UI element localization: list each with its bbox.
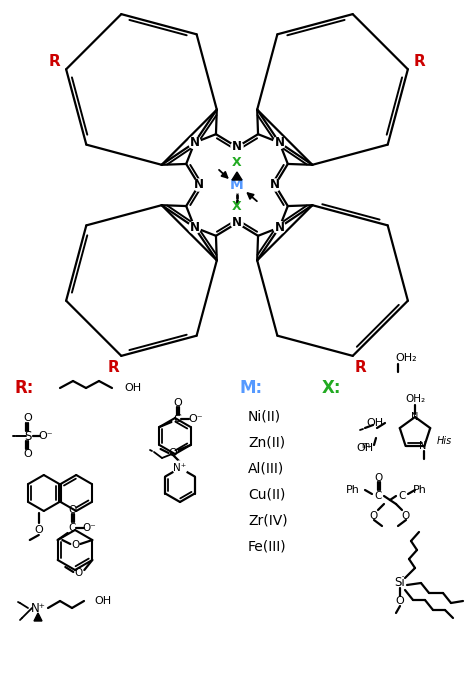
Text: O: O (74, 568, 82, 578)
Text: N⁺: N⁺ (30, 602, 46, 615)
Text: Fe(III): Fe(III) (248, 539, 287, 553)
Text: O: O (173, 398, 182, 408)
Text: M: M (230, 178, 244, 192)
Text: C: C (68, 523, 75, 533)
Text: Zn(II): Zn(II) (248, 435, 285, 449)
Text: C: C (173, 414, 181, 424)
Text: O: O (71, 540, 80, 550)
Text: O: O (396, 596, 404, 606)
Text: N: N (194, 178, 204, 191)
Text: OH: OH (124, 383, 141, 393)
Text: Ni(II): Ni(II) (248, 409, 281, 423)
Text: OH: OH (366, 418, 383, 428)
Text: N: N (190, 136, 200, 149)
Text: C: C (398, 491, 406, 501)
Text: m: m (361, 442, 369, 451)
Text: Si: Si (395, 576, 405, 589)
Text: OH: OH (94, 596, 111, 606)
Text: R: R (108, 360, 119, 375)
Text: OH₂: OH₂ (395, 353, 417, 363)
Text: N: N (419, 441, 426, 451)
Text: N: N (232, 141, 242, 154)
Text: S: S (24, 429, 32, 442)
Text: O: O (24, 413, 32, 423)
Text: M:: M: (240, 379, 263, 397)
Text: O⁻: O⁻ (39, 431, 53, 441)
Circle shape (229, 177, 245, 193)
Circle shape (273, 222, 285, 233)
Polygon shape (34, 613, 42, 621)
Text: R: R (355, 360, 366, 375)
Circle shape (46, 54, 63, 69)
Text: X:: X: (322, 379, 341, 397)
Text: C: C (374, 491, 382, 501)
Text: Ph: Ph (346, 485, 360, 495)
Circle shape (189, 137, 201, 149)
Text: R: R (49, 54, 60, 69)
Text: O: O (402, 511, 410, 521)
Text: His: His (437, 436, 452, 446)
Text: Cu(II): Cu(II) (248, 487, 285, 501)
Text: O: O (24, 449, 32, 459)
Text: N: N (270, 178, 280, 191)
Text: O: O (375, 473, 383, 483)
Text: N: N (411, 412, 419, 422)
Circle shape (173, 461, 187, 475)
Text: O⁻: O⁻ (83, 523, 97, 533)
Circle shape (353, 359, 369, 375)
Text: X: X (232, 156, 242, 169)
Text: X: X (232, 200, 242, 213)
Text: O⁻: O⁻ (188, 414, 203, 424)
Circle shape (189, 222, 201, 233)
Text: N: N (190, 221, 200, 234)
Circle shape (193, 179, 205, 191)
Circle shape (269, 179, 281, 191)
Text: R: R (414, 54, 425, 69)
Text: O: O (370, 511, 378, 521)
Circle shape (105, 359, 121, 375)
Text: N: N (232, 217, 242, 230)
Text: Al(III): Al(III) (248, 461, 284, 475)
Circle shape (231, 141, 243, 153)
Polygon shape (232, 172, 242, 180)
Text: Zr(IV): Zr(IV) (248, 513, 288, 527)
Text: OH₂: OH₂ (405, 394, 425, 404)
Text: Ph: Ph (413, 485, 427, 495)
Circle shape (231, 217, 243, 229)
Text: N⁺: N⁺ (173, 463, 187, 473)
Circle shape (273, 137, 285, 149)
Text: OH: OH (356, 443, 374, 453)
Text: R:: R: (15, 379, 35, 397)
Text: O: O (168, 448, 177, 458)
Circle shape (411, 54, 428, 69)
Text: N: N (274, 136, 284, 149)
Text: O: O (35, 525, 43, 535)
Text: O: O (69, 505, 77, 515)
Text: N: N (274, 221, 284, 234)
